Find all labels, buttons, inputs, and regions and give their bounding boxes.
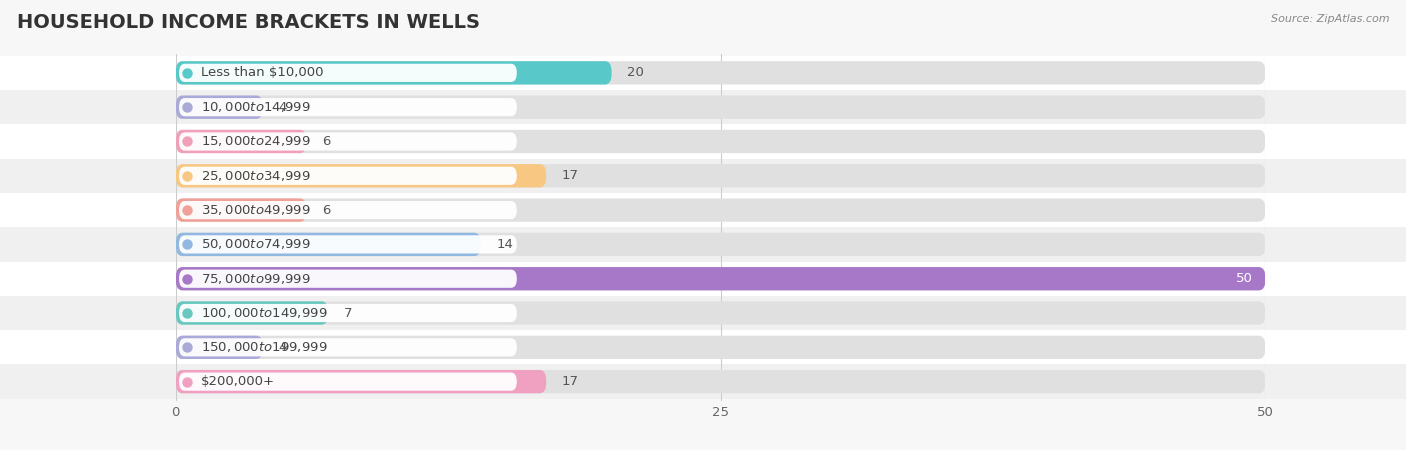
FancyBboxPatch shape — [179, 270, 517, 288]
Text: 4: 4 — [278, 341, 287, 354]
FancyBboxPatch shape — [176, 130, 307, 153]
FancyBboxPatch shape — [179, 304, 517, 322]
Text: $75,000 to $99,999: $75,000 to $99,999 — [201, 272, 311, 286]
FancyBboxPatch shape — [176, 61, 1265, 85]
FancyBboxPatch shape — [176, 336, 263, 359]
FancyBboxPatch shape — [179, 235, 517, 253]
Text: 4: 4 — [278, 101, 287, 114]
Text: 6: 6 — [322, 135, 330, 148]
FancyBboxPatch shape — [176, 164, 546, 188]
Text: $15,000 to $24,999: $15,000 to $24,999 — [201, 135, 311, 148]
Text: Source: ZipAtlas.com: Source: ZipAtlas.com — [1271, 14, 1389, 23]
FancyBboxPatch shape — [176, 130, 1265, 153]
FancyBboxPatch shape — [0, 56, 1406, 90]
Text: 17: 17 — [561, 169, 578, 182]
FancyBboxPatch shape — [176, 370, 546, 393]
Text: 7: 7 — [343, 306, 352, 320]
FancyBboxPatch shape — [176, 164, 1265, 188]
Text: 6: 6 — [322, 203, 330, 216]
Text: $200,000+: $200,000+ — [201, 375, 276, 388]
Text: 17: 17 — [561, 375, 578, 388]
FancyBboxPatch shape — [179, 373, 517, 391]
FancyBboxPatch shape — [0, 90, 1406, 124]
Text: $10,000 to $14,999: $10,000 to $14,999 — [201, 100, 311, 114]
FancyBboxPatch shape — [176, 198, 1265, 222]
FancyBboxPatch shape — [0, 124, 1406, 159]
FancyBboxPatch shape — [0, 227, 1406, 261]
FancyBboxPatch shape — [0, 330, 1406, 365]
FancyBboxPatch shape — [176, 198, 307, 222]
FancyBboxPatch shape — [0, 159, 1406, 193]
Text: HOUSEHOLD INCOME BRACKETS IN WELLS: HOUSEHOLD INCOME BRACKETS IN WELLS — [17, 14, 479, 32]
FancyBboxPatch shape — [179, 64, 517, 82]
Text: 50: 50 — [1236, 272, 1253, 285]
FancyBboxPatch shape — [179, 132, 517, 151]
FancyBboxPatch shape — [176, 267, 1265, 290]
Text: Less than $10,000: Less than $10,000 — [201, 66, 323, 79]
FancyBboxPatch shape — [0, 193, 1406, 227]
FancyBboxPatch shape — [179, 201, 517, 219]
Text: $35,000 to $49,999: $35,000 to $49,999 — [201, 203, 311, 217]
Text: $25,000 to $34,999: $25,000 to $34,999 — [201, 169, 311, 183]
FancyBboxPatch shape — [176, 61, 612, 85]
FancyBboxPatch shape — [176, 336, 1265, 359]
Text: 20: 20 — [627, 66, 644, 79]
FancyBboxPatch shape — [176, 95, 1265, 119]
Text: $100,000 to $149,999: $100,000 to $149,999 — [201, 306, 328, 320]
FancyBboxPatch shape — [176, 302, 1265, 325]
FancyBboxPatch shape — [176, 267, 1265, 290]
FancyBboxPatch shape — [176, 370, 1265, 393]
FancyBboxPatch shape — [0, 364, 1406, 399]
Text: 14: 14 — [496, 238, 513, 251]
FancyBboxPatch shape — [176, 233, 1265, 256]
FancyBboxPatch shape — [0, 296, 1406, 330]
FancyBboxPatch shape — [0, 261, 1406, 296]
Text: $50,000 to $74,999: $50,000 to $74,999 — [201, 238, 311, 252]
FancyBboxPatch shape — [176, 95, 263, 119]
Text: $150,000 to $199,999: $150,000 to $199,999 — [201, 340, 328, 354]
FancyBboxPatch shape — [179, 338, 517, 356]
FancyBboxPatch shape — [176, 233, 481, 256]
FancyBboxPatch shape — [179, 98, 517, 116]
FancyBboxPatch shape — [179, 166, 517, 185]
FancyBboxPatch shape — [176, 302, 329, 325]
